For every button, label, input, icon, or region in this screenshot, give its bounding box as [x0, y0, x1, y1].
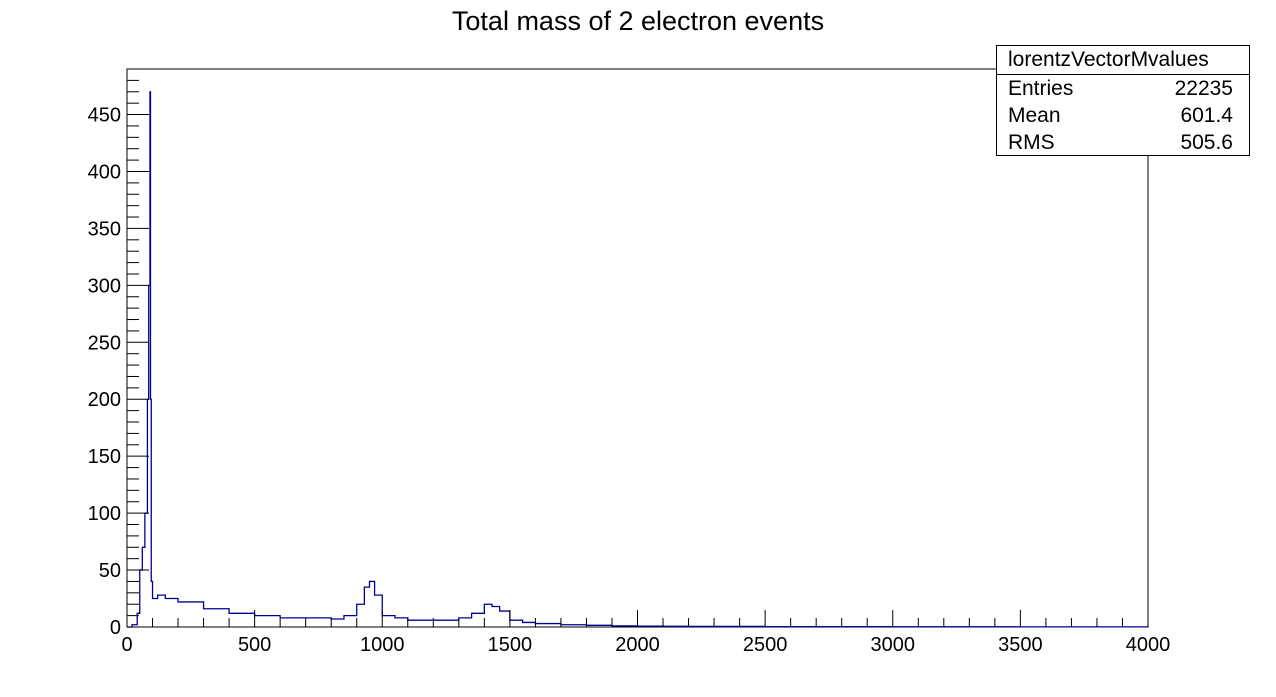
x-tick-label: 3000 — [871, 634, 916, 656]
x-tick-label: 1000 — [360, 634, 405, 656]
y-tick-label: 450 — [88, 105, 121, 127]
x-tick-label: 0 — [121, 634, 132, 656]
plot-frame — [126, 68, 1149, 628]
stats-entries-value: 22235 — [1174, 77, 1233, 100]
x-tick-label: 2000 — [615, 634, 660, 656]
y-tick-label: 0 — [110, 617, 121, 639]
y-tick-label: 250 — [88, 332, 121, 354]
stats-mean-value: 601.4 — [1180, 104, 1233, 127]
stats-entries-label: Entries — [1008, 77, 1074, 100]
stats-name: lorentzVectorMvalues — [997, 46, 1249, 75]
x-tick-label: 4000 — [1126, 634, 1171, 656]
y-tick-label: 350 — [88, 218, 121, 240]
stats-rms-value: 505.6 — [1180, 131, 1233, 154]
y-tick-label: 400 — [88, 161, 121, 183]
stats-mean-label: Mean — [1008, 104, 1061, 127]
y-tick-label: 300 — [88, 275, 121, 297]
x-tick-label: 1500 — [488, 634, 533, 656]
y-tick-label: 150 — [88, 446, 121, 468]
y-tick-label: 50 — [99, 560, 121, 582]
y-tick-label: 200 — [88, 389, 121, 411]
y-tick-label: 100 — [88, 503, 121, 525]
stats-box: lorentzVectorMvalues Entries 22235 Mean … — [996, 45, 1250, 156]
stats-entries-row: Entries 22235 — [997, 75, 1249, 102]
stats-mean-row: Mean 601.4 — [997, 102, 1249, 129]
stats-rms-row: RMS 505.6 — [997, 129, 1249, 156]
x-tick-label: 2500 — [743, 634, 788, 656]
x-tick-label: 3500 — [998, 634, 1043, 656]
histogram-line — [127, 91, 1149, 628]
chart-title: Total mass of 2 electron events — [451, 6, 825, 36]
x-tick-label: 500 — [238, 634, 271, 656]
stats-rms-label: RMS — [1008, 131, 1055, 154]
